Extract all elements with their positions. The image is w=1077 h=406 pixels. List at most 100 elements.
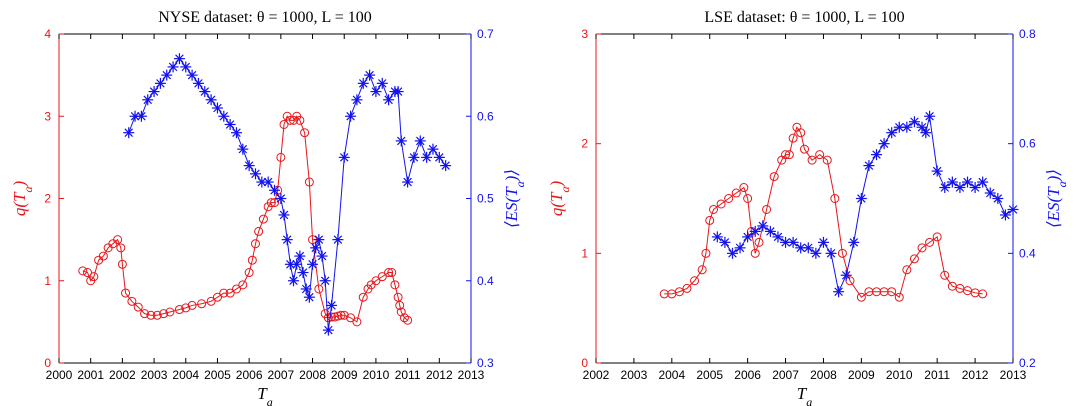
y-left-tick-label: 2	[581, 137, 588, 151]
data-point-asterisk	[244, 160, 255, 171]
data-point-asterisk	[947, 177, 958, 188]
data-point-asterisk	[962, 177, 973, 188]
x-tick-label: 2004	[172, 368, 199, 382]
data-point-asterisk	[345, 111, 356, 122]
y-left-tick-label: 1	[581, 246, 588, 260]
y-right-axis-label: ⟨ES(Ta)⟩	[1044, 169, 1069, 228]
data-point-asterisk	[370, 86, 381, 97]
y-left-tick-label: 0	[44, 356, 51, 370]
data-point-asterisk	[231, 127, 242, 138]
data-point-asterisk	[886, 127, 897, 138]
x-tick-label: 2007	[772, 368, 799, 382]
data-point-asterisk	[123, 127, 134, 138]
data-point-asterisk	[408, 152, 419, 163]
data-point-asterisk	[377, 78, 388, 89]
data-point-asterisk	[772, 231, 783, 242]
data-point-asterisk	[818, 237, 829, 248]
y-left-axis-label: q(Ta)	[10, 181, 35, 217]
data-point-asterisk	[1000, 209, 1011, 220]
x-tick-label: 2003	[621, 368, 648, 382]
data-point-asterisk	[358, 78, 369, 89]
x-tick-label: 2012	[962, 368, 989, 382]
chart-title: LSE dataset: θ = 1000, L = 100	[704, 9, 904, 26]
data-point-asterisk	[871, 149, 882, 160]
data-point-asterisk	[298, 267, 309, 278]
data-point-asterisk	[939, 182, 950, 193]
data-point-asterisk	[841, 270, 852, 281]
data-point-asterisk	[212, 103, 223, 114]
data-point-asterisk	[225, 119, 236, 130]
data-point-asterisk	[320, 275, 331, 286]
y-right-tick-label: 0.6	[1019, 137, 1036, 151]
x-tick-label: 2008	[810, 368, 837, 382]
data-point-asterisk	[742, 231, 753, 242]
y-right-tick-label: 0.7	[477, 27, 494, 41]
data-point-asterisk	[142, 94, 153, 105]
data-point-asterisk	[288, 275, 299, 286]
data-point-asterisk	[1008, 204, 1019, 215]
data-point-asterisk	[323, 325, 334, 336]
x-tick-label: 2013	[1000, 368, 1027, 382]
data-point-asterisk	[826, 248, 837, 259]
x-tick-label: 2005	[204, 368, 231, 382]
data-point-asterisk	[909, 116, 920, 127]
data-point-asterisk	[263, 177, 274, 188]
x-tick-label: 2001	[77, 368, 104, 382]
x-tick-label: 2004	[658, 368, 685, 382]
data-point-asterisk	[396, 135, 407, 146]
x-tick-label: 2013	[458, 368, 485, 382]
data-point-asterisk	[901, 122, 912, 133]
x-tick-label: 2011	[395, 368, 421, 382]
data-point-asterisk	[992, 193, 1003, 204]
y-left-axis-label: q(Ta)	[547, 181, 572, 217]
x-tick-label: 2005	[696, 368, 723, 382]
data-point-asterisk	[924, 111, 935, 122]
y-left-tick-label: 4	[44, 27, 51, 41]
data-point-asterisk	[985, 188, 996, 199]
y-left-tick-label: 3	[581, 27, 588, 41]
y-right-tick-label: 0.5	[477, 192, 494, 206]
data-point-asterisk	[879, 138, 890, 149]
data-point-asterisk	[279, 209, 290, 220]
data-point-asterisk	[304, 292, 315, 303]
data-point-asterisk	[757, 220, 768, 231]
data-point-asterisk	[765, 226, 776, 237]
x-tick-label: 2006	[734, 368, 761, 382]
series-line	[717, 116, 1013, 291]
data-point-asterisk	[332, 234, 343, 245]
chart-title: NYSE dataset: θ = 1000, L = 100	[158, 9, 372, 26]
data-point-asterisk	[440, 160, 451, 171]
data-point-asterisk	[193, 78, 204, 89]
data-point-asterisk	[294, 251, 305, 262]
data-point-asterisk	[313, 234, 324, 245]
y-right-tick-label: 0.2	[1019, 356, 1036, 370]
data-point-asterisk	[307, 259, 318, 270]
data-point-asterisk	[237, 144, 248, 155]
series-line	[129, 59, 446, 330]
data-point-asterisk	[383, 94, 394, 105]
data-point-asterisk	[149, 86, 160, 97]
y-right-tick-label: 0.8	[1019, 27, 1036, 41]
y-right-tick-label: 0.4	[1019, 246, 1036, 260]
y-right-tick-label: 0.3	[477, 356, 494, 370]
data-point-asterisk	[863, 160, 874, 171]
data-point-asterisk	[712, 231, 723, 242]
data-point-asterisk	[434, 152, 445, 163]
x-tick-label: 2009	[848, 368, 875, 382]
x-tick-label: 2009	[331, 368, 358, 382]
data-point-asterisk	[199, 86, 210, 97]
data-point-asterisk	[393, 86, 404, 97]
y-left-tick-label: 0	[581, 356, 588, 370]
data-point-asterisk	[317, 251, 328, 262]
y-left-tick-label: 3	[44, 109, 51, 123]
x-tick-label: 2003	[141, 368, 168, 382]
data-point-asterisk	[932, 166, 943, 177]
data-point-asterisk	[977, 177, 988, 188]
data-point-asterisk	[421, 152, 432, 163]
lse-chart: 2002 2003 2004 2005 2006 2007 2008 2009 2010 2011…	[547, 9, 1069, 406]
data-point-asterisk	[810, 248, 821, 259]
data-point-asterisk	[180, 61, 191, 72]
data-point-asterisk	[727, 248, 738, 259]
data-point-asterisk	[250, 168, 261, 179]
